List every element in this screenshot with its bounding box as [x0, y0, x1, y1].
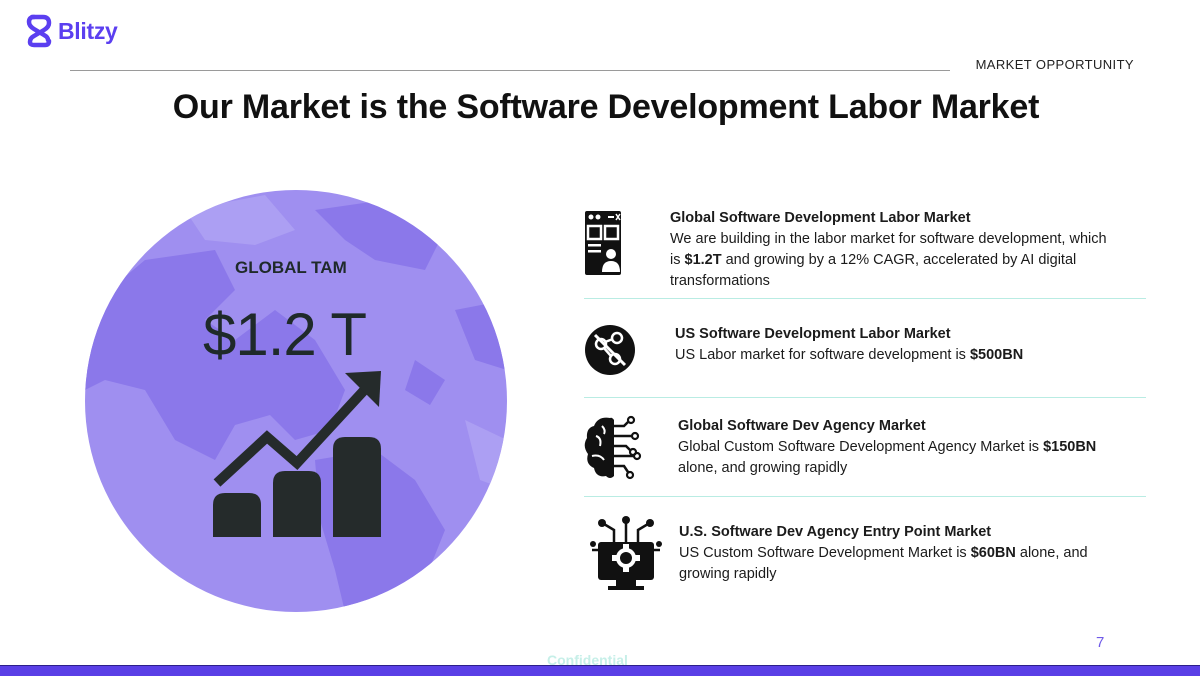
brand-logo: Blitzy: [26, 14, 118, 48]
item-body: We are building in the labor market for …: [670, 231, 1107, 268]
item-body-cont: and growing by a 12% CAGR, accelerated b…: [670, 252, 1077, 289]
section-label: MARKET OPPORTUNITY: [975, 57, 1134, 72]
item-title: US Software Development Labor Market: [675, 326, 951, 342]
brand-name: Blitzy: [58, 17, 118, 44]
item-title: U.S. Software Dev Agency Entry Point Mar…: [679, 524, 992, 540]
ai-brain-icon: [584, 415, 642, 480]
item-body: US Labor market for software development…: [675, 347, 970, 363]
item-highlight: $60BN: [970, 545, 1016, 561]
page-number: 7: [1096, 634, 1105, 651]
item-text: US Software Development Labor Market US …: [675, 324, 1135, 366]
growth-chart-icon: [213, 371, 381, 537]
blitzy-logo-icon: [26, 14, 52, 48]
item-body-cont: alone, and growing rapidly: [679, 545, 1088, 582]
global-tam-label: GLOBAL TAM: [235, 258, 347, 277]
item-text: Global Software Development Labor Market…: [670, 208, 1110, 292]
item-body-cont: alone, and growing rapidly: [678, 460, 848, 476]
webpage-user-icon: [585, 211, 621, 275]
item-highlight: $150BN: [1043, 439, 1097, 455]
page-title: Our Market is the Software Development L…: [172, 88, 1040, 126]
item-divider: [584, 298, 1146, 299]
item-text: U.S. Software Dev Agency Entry Point Mar…: [679, 522, 1119, 585]
global-tam-value: $1.2 T: [203, 301, 367, 368]
item-highlight: $500BN: [969, 347, 1024, 363]
footer-bar: [0, 665, 1200, 676]
item-title: Global Software Dev Agency Market: [678, 418, 926, 434]
monitor-gear-icon: [590, 516, 662, 590]
item-text: Global Software Dev Agency Market Global…: [678, 416, 1108, 479]
item-body: US Custom Software Development Market is: [679, 545, 971, 561]
no-network-icon: [585, 325, 635, 375]
item-highlight: $1.2T: [684, 252, 722, 268]
item-divider: [584, 397, 1146, 398]
item-body: Global Custom Software Development Agenc…: [678, 439, 1044, 455]
header-divider: [70, 70, 950, 71]
item-divider: [584, 496, 1146, 497]
item-title: Global Software Development Labor Market: [670, 210, 971, 226]
confidential-label: Confidential: [547, 652, 628, 668]
